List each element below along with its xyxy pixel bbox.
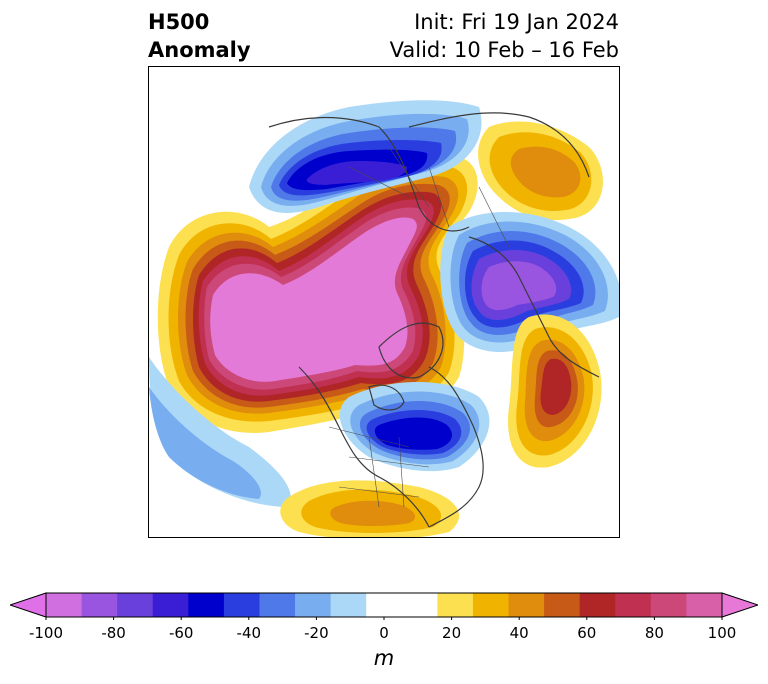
colorbar-bin	[46, 593, 83, 617]
political-borders	[328, 146, 510, 508]
anomaly-field	[149, 100, 619, 537]
colorbar-tick-label: -20	[304, 624, 329, 642]
colorbar-bin	[472, 593, 510, 617]
europe-coast	[468, 236, 600, 378]
colorbar-bin	[259, 593, 296, 617]
pos-contour-30	[510, 146, 581, 198]
colorbar-bin	[650, 593, 687, 617]
colorbar-extend-over	[721, 592, 760, 618]
colorbar-tick-label: 100	[707, 624, 737, 642]
colorbar-bin	[437, 593, 474, 617]
init-date-text: Init: Fri 19 Jan 2024	[414, 10, 619, 34]
neg-contour-60	[306, 161, 407, 185]
colorbar-tick-label: -100	[28, 624, 64, 642]
colorbar-tick-label: 0	[379, 624, 389, 642]
colorbar-bin	[615, 593, 652, 617]
colorbar-bin	[117, 593, 154, 617]
title-line-anomaly: Anomaly	[148, 38, 251, 62]
coastlines	[268, 112, 600, 528]
neg-contour-20	[149, 387, 261, 499]
north-america-coast	[298, 366, 484, 528]
colorbar-tick-label: 40	[509, 624, 529, 642]
hudson-bay	[368, 384, 405, 411]
pos-contour-30	[330, 500, 416, 526]
negative-anomaly-europe	[440, 212, 619, 352]
colorbar-bin	[295, 593, 332, 617]
negative-anomaly-north-america	[339, 382, 490, 472]
colorbar-tick-label: 20	[442, 624, 462, 642]
colorbar-tick-label: -80	[101, 624, 126, 642]
colorbar-bin	[544, 593, 581, 617]
pos-contour-50	[540, 358, 572, 415]
colorbar	[8, 590, 760, 620]
title-line-variable: H500	[148, 10, 210, 34]
colorbar-bin	[81, 593, 118, 617]
colorbar-bin	[223, 593, 260, 617]
colorbar-bin	[366, 593, 403, 617]
colorbar-bin	[579, 593, 616, 617]
colorbar-bin	[330, 593, 367, 617]
colorbar-tick-label: -60	[168, 624, 194, 642]
positive-anomaly-gulf	[280, 480, 459, 537]
colorbar-graphic	[8, 592, 760, 620]
forecast-dates: Init: Fri 19 Jan 2024 Valid: 10 Feb – 16…	[390, 8, 619, 64]
colorbar-tick-label: 60	[577, 624, 597, 642]
map-title: H500 Anomaly	[148, 8, 251, 64]
colorbar-bin	[686, 593, 723, 617]
colorbar-unit-label: m	[373, 646, 395, 670]
colorbar-bin	[401, 593, 438, 617]
positive-anomaly-arctic-pacific	[157, 155, 478, 433]
colorbar-bin	[508, 593, 545, 617]
positive-anomaly-ne	[478, 121, 603, 221]
negative-anomaly-pacific-coast	[149, 357, 291, 507]
colorbar-tick-label: 80	[644, 624, 664, 642]
negative-anomaly-siberia	[249, 100, 482, 213]
polar-stereo-map	[148, 66, 620, 538]
valid-date-text: Valid: 10 Feb – 16 Feb	[389, 38, 619, 62]
asia-coast	[268, 116, 470, 232]
siberia-coast	[408, 112, 590, 178]
border-lines-na	[328, 426, 430, 508]
border-lines-asia	[348, 146, 510, 248]
pos-contour-90	[210, 217, 417, 382]
greenland-coast	[378, 322, 444, 379]
colorbar-tick-label: -40	[236, 624, 262, 642]
positive-anomaly-atlantic	[508, 314, 602, 468]
colorbar-extend-under	[8, 592, 47, 618]
neg-contour-50	[374, 417, 452, 450]
colorbar-bin	[188, 593, 225, 617]
neg-contour-80	[481, 261, 557, 311]
colorbar-bin	[152, 593, 189, 617]
